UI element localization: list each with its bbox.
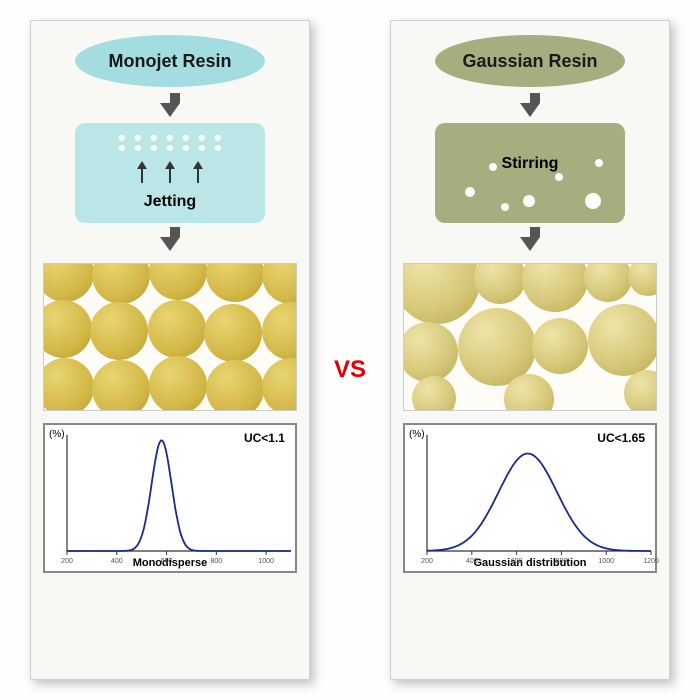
svg-text:1200: 1200: [643, 558, 659, 565]
arrow-down-icon: [160, 103, 180, 117]
stirring-box: Stirring: [435, 123, 625, 223]
right-title-oval: Gaussian Resin: [435, 35, 625, 87]
arrow-down-icon: [520, 103, 540, 117]
svg-text:800: 800: [556, 558, 568, 565]
arrow-down-icon: [160, 237, 180, 251]
jetting-arrows-icon: [137, 161, 203, 169]
left-title-oval: Monojet Resin: [75, 35, 265, 87]
svg-text:400: 400: [111, 558, 123, 565]
svg-text:1000: 1000: [258, 558, 274, 565]
svg-text:800: 800: [210, 558, 222, 565]
svg-text:400: 400: [466, 558, 478, 565]
right-panel: Gaussian Resin Stirring (%) UC<1.65 Gaus…: [390, 20, 670, 680]
stirring-label: Stirring: [502, 155, 559, 173]
svg-text:600: 600: [161, 558, 173, 565]
svg-text:1000: 1000: [598, 558, 614, 565]
right-title: Gaussian Resin: [462, 51, 597, 72]
vs-label: VS: [334, 356, 366, 384]
svg-text:200: 200: [421, 558, 433, 565]
left-panel: Monojet Resin Jetting (%) UC<1.1 Monodis…: [30, 20, 310, 680]
svg-text:200: 200: [61, 558, 73, 565]
monodisperse-chart: (%) UC<1.1 Monodisperse 2004006008001000: [43, 423, 297, 573]
gaussian-chart: (%) UC<1.65 Gaussian distribution 200400…: [403, 423, 657, 573]
svg-text:600: 600: [511, 558, 523, 565]
jetting-label: Jetting: [144, 193, 196, 211]
jetting-box: Jetting: [75, 123, 265, 223]
arrow-down-icon: [520, 237, 540, 251]
monojet-beads-image: [43, 263, 297, 411]
jetting-dots: [75, 135, 265, 151]
left-title: Monojet Resin: [108, 51, 231, 72]
gaussian-beads-image: [403, 263, 657, 411]
